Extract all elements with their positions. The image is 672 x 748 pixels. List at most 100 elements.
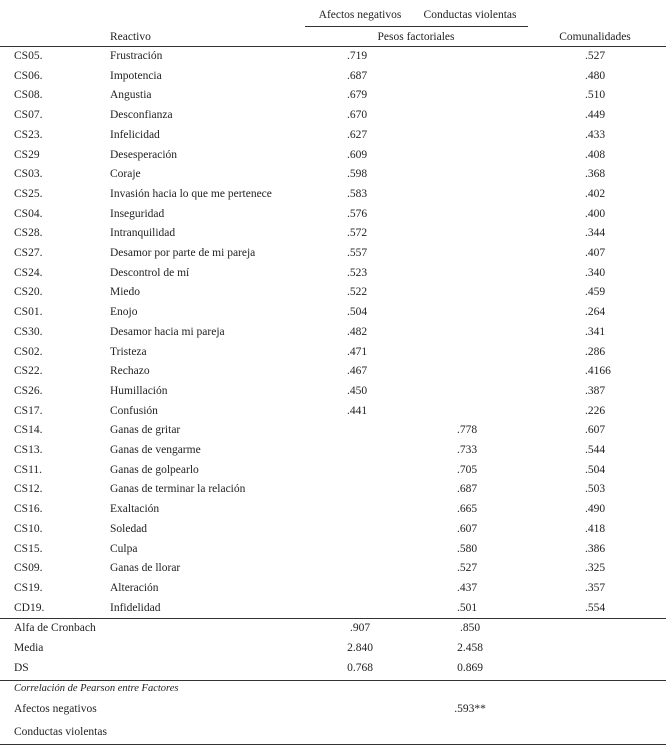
communality: .408 — [585, 148, 606, 161]
loading-factor1: .583 — [347, 187, 368, 200]
item-label: Desamor por parte de mi pareja — [110, 247, 256, 259]
item-code: CS13. — [14, 444, 43, 456]
communality: .344 — [585, 227, 606, 240]
loading-factor1: .670 — [347, 109, 368, 122]
item-label: Frustración — [110, 50, 163, 62]
item-code: CS19. — [14, 581, 43, 594]
loading-factor1: .504 — [347, 306, 368, 319]
header-factor1: Afectos negativos — [318, 9, 402, 21]
item-label: Tristeza — [110, 345, 147, 358]
group-rule — [305, 26, 528, 27]
item-code: CS26. — [14, 384, 43, 397]
item-code: CS08. — [14, 89, 43, 102]
item-code: CS09. — [14, 562, 43, 575]
item-code: CS12. — [14, 483, 43, 496]
body-rule — [0, 618, 666, 619]
item-code: CS29 — [14, 148, 40, 161]
loading-factor1: .627 — [347, 128, 368, 141]
summary-rule — [0, 680, 666, 681]
loading-factor2: .687 — [457, 483, 478, 496]
item-label: Confusión — [110, 404, 158, 417]
loading-factor1: .467 — [347, 365, 368, 378]
item-code: CS17. — [14, 404, 43, 417]
item-label: Rechazo — [110, 365, 150, 378]
item-code: CS01. — [14, 306, 43, 319]
communality: .286 — [585, 345, 606, 358]
item-label: Inseguridad — [110, 207, 165, 220]
loading-factor2: .501 — [457, 601, 478, 614]
item-code: CS28. — [14, 227, 43, 240]
communality: .490 — [585, 503, 606, 516]
item-label: Culpa — [110, 542, 138, 555]
loading-factor1: .679 — [347, 89, 368, 102]
communality: .402 — [585, 187, 606, 200]
communality: .607 — [585, 424, 606, 437]
communality: .554 — [585, 601, 606, 614]
communality: .387 — [585, 384, 606, 397]
header-item: Reactivo — [110, 31, 151, 43]
communality: .368 — [585, 168, 606, 181]
item-label: Infelicidad — [110, 128, 160, 141]
summary-label: Alfa de Cronbach — [14, 622, 96, 634]
item-label: Miedo — [110, 286, 141, 299]
loading-factor1: .450 — [347, 384, 368, 397]
item-label: Coraje — [110, 168, 141, 181]
communality: .407 — [585, 247, 606, 259]
correlation-label: Conductas violentas — [14, 726, 107, 738]
item-label: Desconfianza — [110, 109, 173, 122]
item-label: Descontrol de mí — [110, 266, 190, 279]
item-code: CS20. — [14, 286, 43, 299]
header-loadings: Pesos factoriales — [377, 31, 455, 43]
loading-factor2: .778 — [457, 424, 478, 437]
item-code: CS07. — [14, 109, 43, 122]
item-code: CS22. — [14, 365, 43, 378]
item-label: Humillación — [110, 384, 168, 397]
loading-factor1: .572 — [347, 227, 368, 240]
loading-factor2: .607 — [457, 522, 478, 535]
communality: .459 — [585, 286, 606, 299]
item-code: CD19. — [14, 601, 45, 614]
item-label: Angustia — [110, 89, 152, 102]
item-code: CS30. — [14, 325, 43, 338]
communality: .504 — [585, 463, 606, 476]
communality: .400 — [585, 207, 606, 220]
item-label: Enojo — [110, 306, 138, 319]
item-label: Soledad — [110, 522, 148, 535]
loading-factor2: .527 — [457, 562, 478, 575]
loading-factor2: .705 — [457, 463, 478, 476]
loading-factor1: .471 — [347, 345, 368, 358]
communality: .449 — [585, 109, 606, 122]
loading-factor1: .523 — [347, 266, 368, 279]
communality: .527 — [585, 50, 606, 62]
item-label: Ganas de gritar — [110, 424, 181, 437]
item-label: Infidelidad — [110, 601, 161, 614]
loading-factor2: .733 — [457, 444, 478, 456]
loading-factor2: .580 — [457, 542, 478, 555]
communality: .510 — [585, 89, 606, 102]
summary-factor1: .907 — [349, 622, 371, 634]
header-factor2: Conductas violentas — [423, 9, 517, 21]
item-label: Desesperación — [110, 148, 178, 161]
item-label: Invasión hacia lo que me pertenece — [110, 187, 272, 200]
communality: .418 — [585, 522, 606, 535]
loading-factor2: .437 — [457, 581, 478, 594]
item-label: Desamor hacia mi pareja — [110, 325, 225, 338]
item-code: CS23. — [14, 128, 43, 141]
summary-factor2: .850 — [459, 622, 481, 634]
summary-factor2: 0.869 — [457, 662, 483, 674]
item-label: Exaltación — [110, 503, 160, 516]
communality: .226 — [585, 404, 606, 417]
communality: .357 — [585, 581, 606, 594]
summary-factor1: 0.768 — [347, 662, 373, 674]
item-code: CS25. — [14, 187, 43, 200]
item-label: Ganas de vengarme — [110, 444, 201, 456]
communality: .4166 — [585, 365, 611, 378]
summary-factor2: 2.458 — [457, 642, 483, 654]
item-label: Alteración — [110, 581, 159, 594]
communality: .325 — [585, 562, 606, 575]
loading-factor1: .482 — [347, 325, 368, 338]
item-code: CS03. — [14, 168, 43, 181]
communality: .433 — [585, 128, 606, 141]
header-rule — [0, 46, 666, 47]
